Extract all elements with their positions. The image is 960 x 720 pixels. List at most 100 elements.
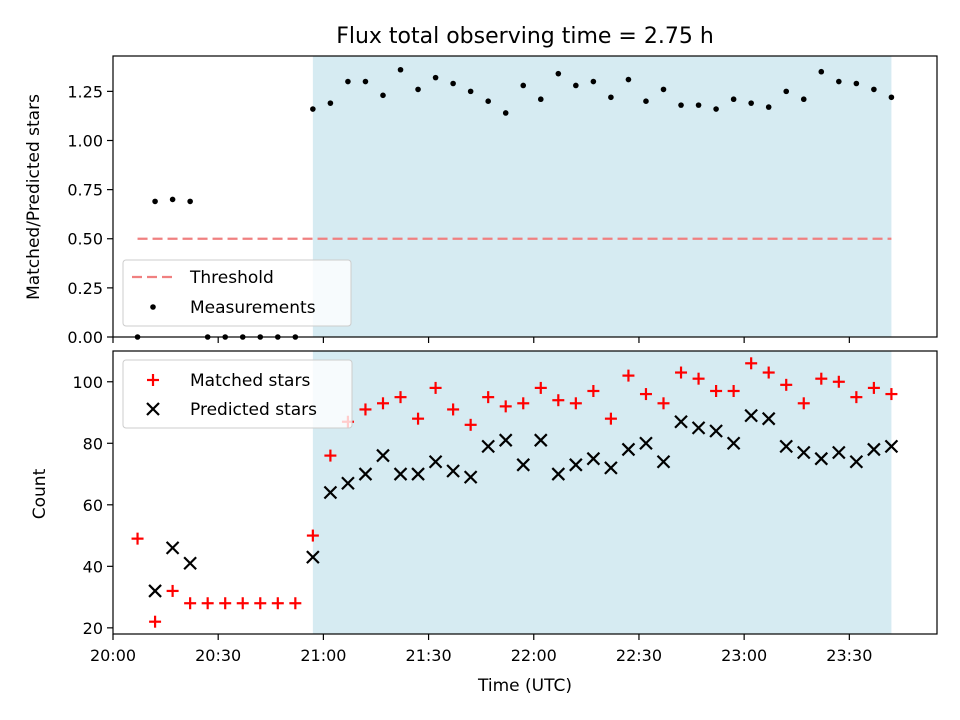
measurement-point [818, 68, 825, 75]
y-tick-label: 40 [83, 557, 103, 576]
matched-star-point [727, 384, 740, 397]
legend-measurements-label: Measurements [190, 298, 316, 318]
matched-star-point [850, 391, 863, 404]
matched-star-point [289, 597, 302, 610]
matched-star-point [692, 372, 705, 385]
predicted-marker-b [744, 408, 758, 423]
x-tick-label: 20:30 [195, 646, 241, 665]
predicted-star-point [849, 454, 864, 469]
top-panel: 0.00 0.25 0.50 0.75 1.00 1.25 Matched/Predict… [24, 55, 938, 347]
top-y-axis-label: Matched/Predicted stars [24, 94, 44, 300]
y-tick-label: 0.75 [67, 181, 103, 200]
predicted-star-point [376, 448, 390, 463]
measurement-point [310, 106, 316, 112]
measurement-point [152, 198, 158, 205]
matched-star-point [639, 388, 652, 401]
predicted-star-point [709, 424, 723, 438]
measurement-point [485, 98, 491, 104]
predicted-marker-b [341, 476, 355, 491]
matched-star-point [832, 375, 845, 388]
y-tick-label: 1.00 [67, 131, 103, 150]
y-tick-label: 0.50 [67, 230, 103, 249]
predicted-marker-b [306, 550, 320, 564]
predicted-star-point [498, 433, 513, 447]
predicted-marker-b [569, 458, 583, 472]
measurement-point [713, 106, 719, 112]
predicted-star-point [306, 550, 320, 564]
measurement-point [573, 82, 579, 89]
predicted-marker-b [165, 541, 180, 555]
predicted-star-point [586, 451, 601, 466]
predicted-star-point [358, 467, 373, 481]
matched-star-point [201, 597, 214, 610]
legend-matched-label: Matched stars [190, 371, 310, 391]
predicted-marker-b [393, 467, 408, 481]
bottom-panel: 20 40 60 80 100 20:00 20:30 21:00 21:30 22:00 22:… [30, 350, 938, 696]
predicted-star-point [481, 439, 495, 454]
matched-star-point [552, 394, 565, 407]
predicted-star-point [446, 464, 460, 478]
measurement-point [608, 94, 614, 101]
matched-star-point [306, 529, 319, 542]
measurement-point [590, 78, 597, 85]
predicted-star-point [884, 439, 899, 454]
predicted-marker-b [323, 485, 338, 500]
legend-matched-swatch [147, 374, 159, 386]
measurement-point [555, 70, 562, 77]
measurement-point [748, 100, 754, 106]
predicted-marker-b [639, 436, 653, 451]
predicted-marker-b [463, 470, 478, 484]
predicted-star-point [569, 458, 583, 472]
predicted-star-point [674, 414, 688, 429]
bottom-axes-frame [112, 350, 938, 635]
matched-star-point [622, 369, 635, 382]
predicted-marker-b [358, 467, 373, 481]
predicted-marker-b [867, 442, 881, 457]
legend-threshold-label: Threshold [189, 268, 274, 288]
y-tick-label: 0.25 [67, 279, 103, 298]
measurement-point [345, 78, 351, 85]
matched-star-point [745, 357, 758, 370]
bottom-legend: Matched stars Predicted stars [122, 359, 353, 429]
bottom-y-ticks: 20 40 60 80 100 [72, 373, 113, 638]
matched-star-point [569, 397, 582, 410]
measurement-point [660, 86, 667, 93]
measurement-point [537, 96, 544, 103]
predicted-marker-b [551, 467, 566, 481]
matched-star-point [657, 397, 670, 410]
measurement-point [327, 100, 334, 106]
x-tick-label: 21:30 [406, 646, 452, 665]
matched-star-point [534, 381, 547, 394]
predicted-star-point [796, 445, 811, 460]
measurement-point [187, 198, 193, 205]
predicted-marker-b [709, 424, 723, 438]
measurement-point [730, 96, 737, 103]
matched-star-point [517, 397, 530, 410]
measurement-point [783, 88, 790, 95]
predicted-star-point [551, 467, 566, 481]
measurement-point [765, 104, 772, 110]
predicted-marker-b [796, 445, 811, 460]
matched-star-point [675, 366, 688, 379]
matched-star-point [587, 384, 600, 397]
predicted-marker-b [604, 461, 618, 475]
predicted-star-point [691, 421, 706, 435]
predicted-star-point [516, 458, 531, 472]
matched-star-point [429, 381, 442, 394]
predicted-star-point [463, 470, 478, 484]
matched-star-point [885, 388, 898, 401]
predicted-marker-b [761, 411, 776, 426]
matched-star-point [149, 615, 162, 628]
matched-star-point [271, 597, 284, 610]
x-tick-label: 23:30 [826, 646, 872, 665]
top-legend: Threshold Measurements [122, 259, 352, 327]
predicted-star-point [639, 436, 653, 451]
y-tick-label: 80 [83, 434, 103, 453]
measurement-point [362, 78, 369, 85]
measurement-point [678, 102, 684, 108]
predicted-star-point [534, 433, 548, 447]
top-legend-box [122, 259, 352, 327]
predicted-marker-b [849, 454, 864, 469]
measurement-point [467, 88, 474, 95]
predicted-marker-b [691, 421, 706, 435]
